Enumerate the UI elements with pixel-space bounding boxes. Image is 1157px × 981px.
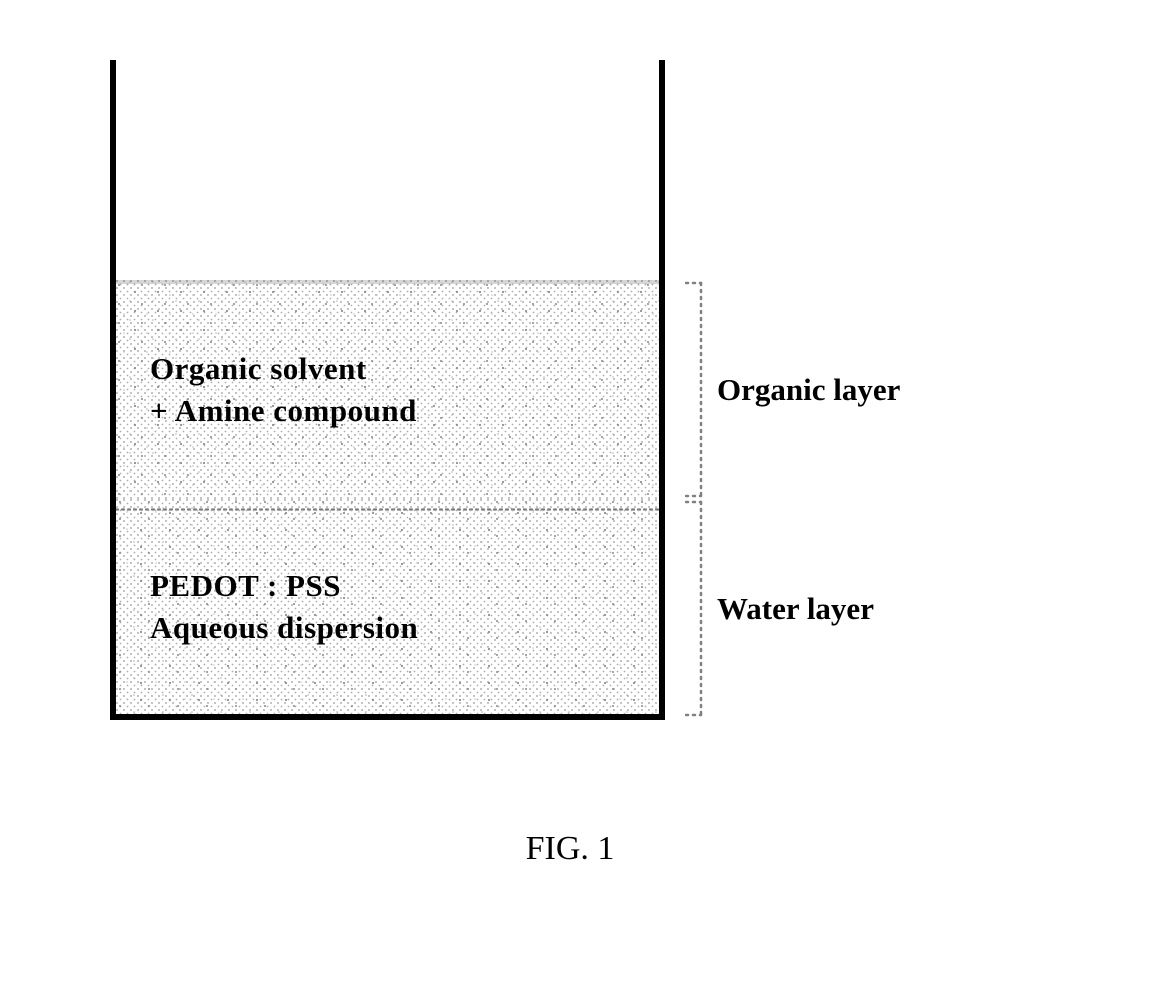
beaker-wall-bottom: [110, 714, 665, 720]
figure-caption: FIG. 1: [110, 830, 1030, 868]
beaker-wall-right: [659, 60, 665, 720]
layer-water-text: PEDOT : PSS Aqueous dispersion: [116, 499, 659, 714]
layer-water-line2: Aqueous dispersion: [150, 610, 659, 646]
beaker: Organic solvent + Amine compound: [110, 60, 665, 720]
bracket-organic: Organic layer: [685, 280, 900, 499]
layer-water-line1: PEDOT : PSS: [150, 568, 659, 604]
layer-water: PEDOT : PSS Aqueous dispersion: [116, 499, 659, 714]
layer-organic: Organic solvent + Amine compound: [116, 280, 659, 499]
bracket-organic-label: Organic layer: [717, 372, 900, 408]
diagram: Organic solvent + Amine compound: [110, 60, 1030, 860]
bracket-water: Water layer: [685, 499, 874, 718]
layer-organic-line2: + Amine compound: [150, 393, 659, 429]
layer-organic-text: Organic solvent + Amine compound: [116, 280, 659, 499]
layer-organic-line1: Organic solvent: [150, 351, 659, 387]
bracket-water-label: Water layer: [717, 591, 874, 627]
